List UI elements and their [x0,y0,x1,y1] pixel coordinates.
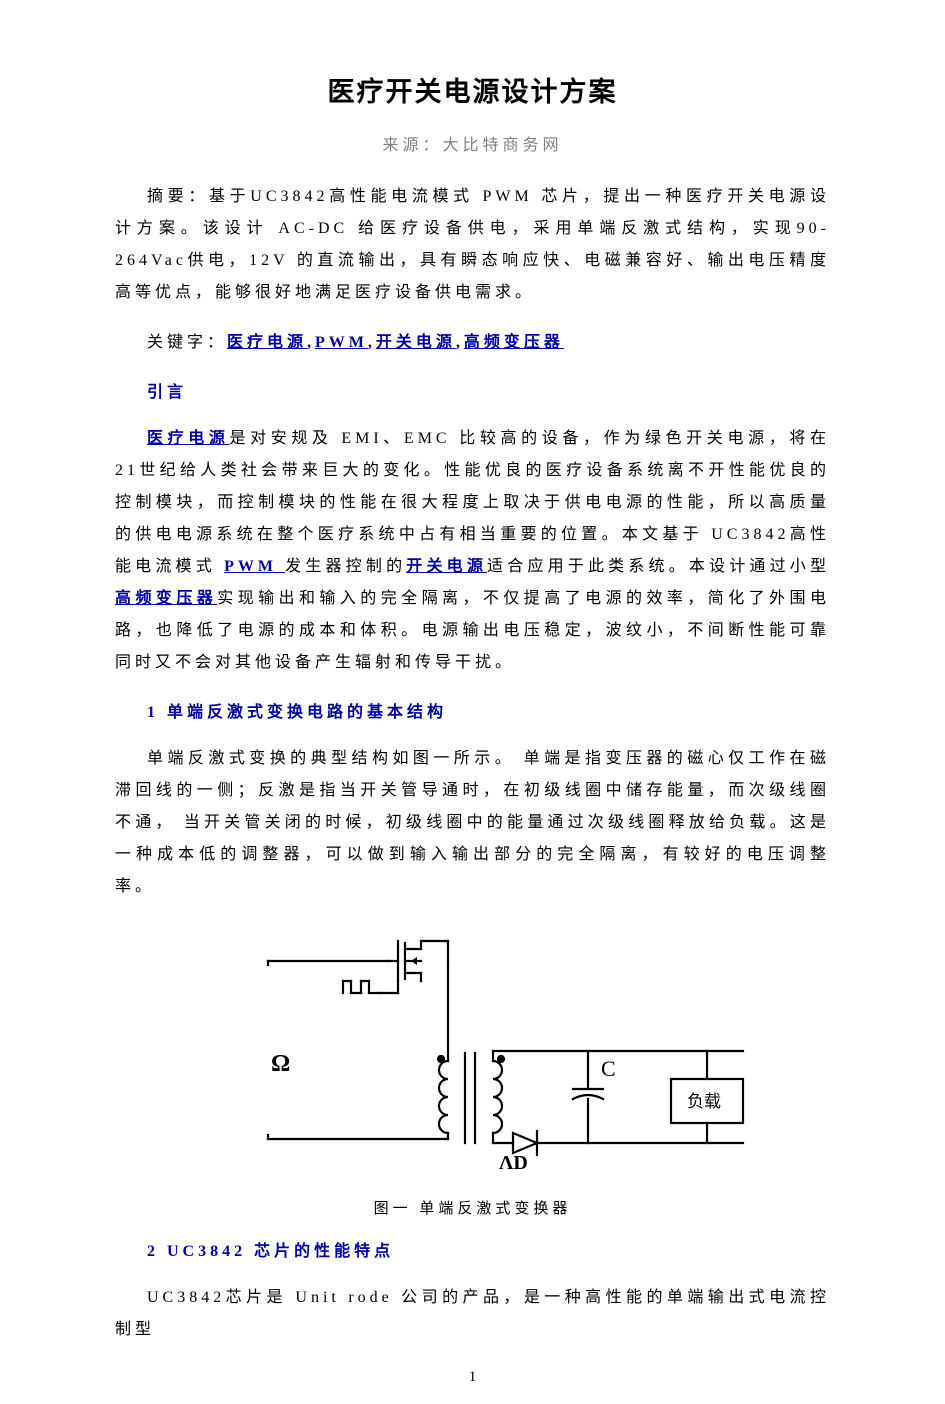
label-input: Ω [271,1051,290,1077]
figure-1: Ω C ΛD 负载 图一 单端反激式变换器 [115,921,830,1218]
section-1-body: 单端反激式变换的典型结构如图一所示。 单端是指变压器的磁心仅工作在磁滞回线的一侧… [115,743,830,903]
keyword-link-4[interactable]: 高频变压器 [464,334,564,351]
section-1-heading: 1 单端反激式变换电路的基本结构 [115,697,830,729]
keywords-label: 关键字： [147,334,227,351]
keyword-link-1[interactable]: 医疗电源 [227,334,307,351]
keywords-line: 关键字：医疗电源,PWM,开关电源,高频变压器 [115,327,830,359]
flyback-circuit-diagram: Ω C ΛD 负载 [193,921,753,1181]
figure-1-caption: 图一 单端反激式变换器 [374,1197,572,1218]
label-cap: C [601,1056,616,1081]
link-medical-power[interactable]: 医疗电源 [147,430,230,447]
intro-t1: 是对安规及 EMI、EMC 比较高的设备，作为绿色开关电源，将在 21世纪给人类… [115,430,830,575]
intro-paragraph: 医疗电源是对安规及 EMI、EMC 比较高的设备，作为绿色开关电源，将在 21世… [115,423,830,679]
kw-sep: , [368,334,376,351]
page: 医疗开关电源设计方案 来源：大比特商务网 摘要：基于UC3842高性能电流模式 … [0,0,945,1404]
link-hf-transformer[interactable]: 高频变压器 [115,590,217,607]
link-pwm[interactable]: PWM [224,558,285,575]
label-load: 负载 [687,1092,721,1111]
abstract-text: 基于UC3842高性能电流模式 PWM 芯片，提出一种医疗开关电源设计方案。该设… [115,188,830,301]
keyword-link-3[interactable]: 开关电源 [376,334,456,351]
intro-t4: 实现输出和输入的完全隔离，不仅提高了电源的效率，简化了外围电路，也降低了电源的成… [115,590,830,671]
kw-sep: , [307,334,315,351]
section-2-heading: 2 UC3842 芯片的性能特点 [115,1236,830,1268]
intro-t2: 发生器控制的 [285,558,406,575]
page-number: 1 [0,1369,945,1386]
kw-sep: , [456,334,464,351]
section-2-body: UC3842芯片是 Unit rode 公司的产品，是一种高性能的单端输出式电流… [115,1282,830,1346]
source-line: 来源：大比特商务网 [115,131,830,155]
abstract: 摘要：基于UC3842高性能电流模式 PWM 芯片，提出一种医疗开关电源设计方案… [115,181,830,309]
link-switch-psu[interactable]: 开关电源 [406,558,487,575]
page-title: 医疗开关电源设计方案 [115,70,830,109]
label-diode: ΛD [499,1152,528,1174]
keyword-link-2[interactable]: PWM [315,334,368,351]
intro-heading: 引言 [115,377,830,409]
intro-t3: 适合应用于此类系统。本设计通过小型 [487,558,830,575]
abstract-label: 摘要： [147,188,209,205]
